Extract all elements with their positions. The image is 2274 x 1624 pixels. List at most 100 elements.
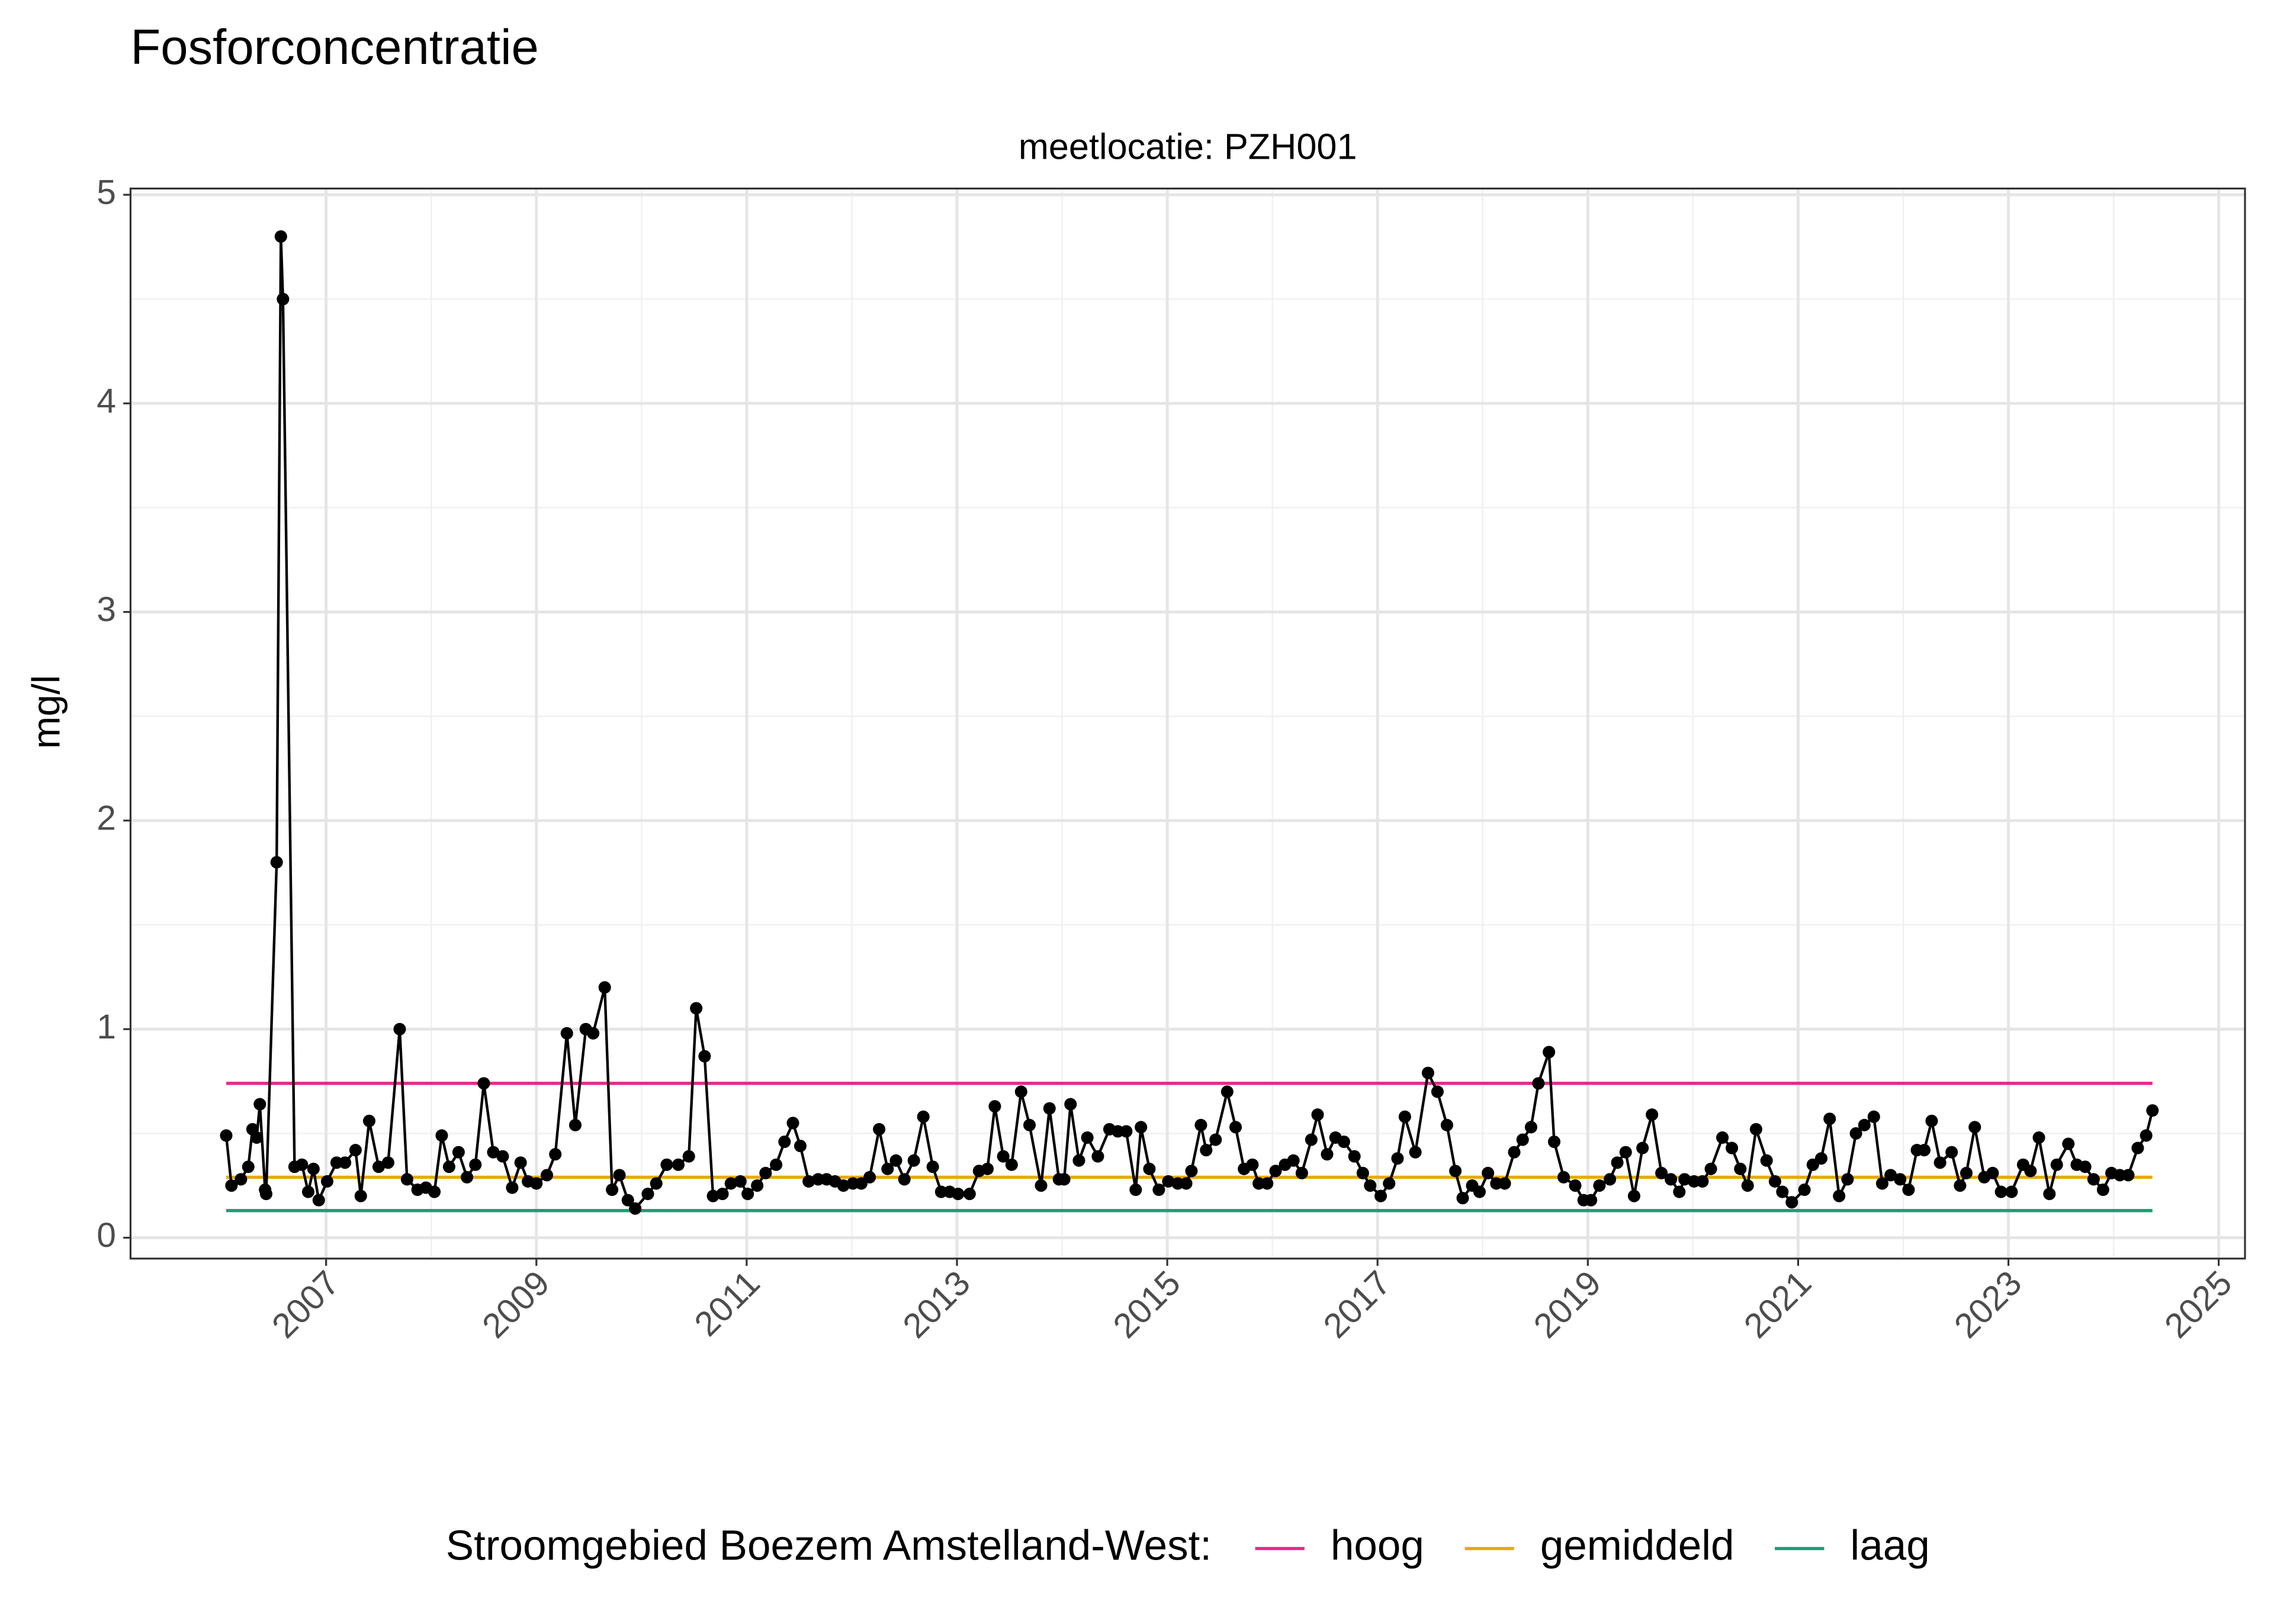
data-point [907, 1154, 920, 1167]
data-point [1734, 1162, 1747, 1175]
data-point [442, 1160, 455, 1173]
data-point [540, 1169, 554, 1182]
data-point [1994, 1185, 2008, 1198]
data-point [1391, 1152, 1404, 1165]
data-point [802, 1175, 815, 1188]
data-point [889, 1154, 902, 1167]
data-point [1209, 1133, 1222, 1146]
data-point [1814, 1152, 1828, 1165]
y-tick-label: 1 [97, 1008, 116, 1046]
data-point [2146, 1104, 2159, 1117]
data-point [598, 981, 611, 994]
data-point [1841, 1173, 1854, 1186]
data-point [393, 1022, 406, 1035]
data-point [1585, 1194, 1598, 1207]
data-point [514, 1156, 527, 1169]
data-point [778, 1135, 791, 1149]
data-point [1918, 1144, 1931, 1157]
legend: Stroomgebied Boezem Amstelland-West: hoog… [446, 1522, 1930, 1569]
data-point [794, 1140, 807, 1153]
data-point [682, 1150, 695, 1163]
data-point [1524, 1121, 1537, 1134]
y-tick-label: 4 [97, 382, 116, 420]
data-point [1569, 1179, 1582, 1192]
data-point [1741, 1179, 1754, 1192]
data-point [1348, 1150, 1361, 1163]
data-point [1129, 1183, 1142, 1197]
plot-area [220, 230, 2159, 1215]
data-point [1611, 1156, 1624, 1169]
data-point [2024, 1165, 2037, 1178]
data-point [1498, 1177, 1511, 1190]
data-point [250, 1131, 264, 1144]
data-point [751, 1179, 764, 1192]
data-point [863, 1170, 876, 1184]
data-point [400, 1173, 413, 1186]
data-point [362, 1114, 375, 1127]
data-point [1798, 1183, 1811, 1197]
data-point [1646, 1108, 1659, 1121]
data-point [786, 1117, 799, 1130]
facet-label: meetlocatie: PZH001 [1019, 126, 1357, 166]
data-point [1508, 1146, 1521, 1159]
data-point [1269, 1165, 1282, 1178]
data-point [660, 1158, 673, 1171]
data-point [1200, 1144, 1213, 1157]
data-point [568, 1118, 582, 1131]
data-point [917, 1110, 930, 1123]
data-point [1081, 1131, 1094, 1144]
data-point [1431, 1085, 1444, 1098]
data-point [1356, 1166, 1369, 1179]
data-point [381, 1156, 394, 1169]
data-point [997, 1150, 1010, 1163]
data-point [1986, 1166, 1999, 1179]
legend-label: laag [1850, 1522, 1929, 1569]
data-point [1925, 1114, 1938, 1127]
data-point [1875, 1177, 1888, 1190]
data-point [1760, 1154, 1773, 1167]
data-point [1398, 1110, 1411, 1123]
data-point [549, 1148, 562, 1161]
data-point [1364, 1179, 1377, 1192]
data-point [1894, 1173, 1907, 1186]
data-point [320, 1175, 333, 1188]
data-point [220, 1129, 233, 1142]
data-point [988, 1100, 1001, 1113]
data-point [650, 1177, 663, 1190]
data-point [339, 1156, 352, 1169]
data-point [770, 1158, 783, 1171]
data-point [1696, 1175, 1709, 1188]
data-point [1185, 1165, 1198, 1178]
data-point [1593, 1179, 1606, 1192]
data-point [1557, 1170, 1570, 1184]
data-point [1482, 1166, 1495, 1179]
data-point [1035, 1179, 1048, 1192]
data-point [1374, 1189, 1387, 1202]
data-point [259, 1188, 272, 1201]
data-point [1823, 1112, 1836, 1125]
data-point [706, 1189, 720, 1202]
data-point [349, 1144, 362, 1157]
data-point [1665, 1173, 1678, 1186]
data-point [435, 1129, 448, 1142]
y-axis-label: mg/l [25, 675, 69, 749]
data-point [372, 1160, 385, 1173]
data-point [1532, 1077, 1545, 1090]
data-point [2032, 1131, 2045, 1144]
data-point [741, 1188, 754, 1201]
data-point [641, 1188, 654, 1201]
data-point [2005, 1185, 2018, 1198]
data-point [1449, 1165, 1462, 1178]
data-point [477, 1077, 490, 1090]
data-point [1014, 1085, 1027, 1098]
data-point [1162, 1175, 1175, 1188]
data-point [296, 1158, 309, 1171]
data-point [1311, 1108, 1324, 1121]
y-tick-label: 5 [97, 173, 116, 212]
data-point [952, 1188, 965, 1201]
data-point [2050, 1158, 2063, 1171]
data-point [1194, 1118, 1207, 1131]
data-point [1220, 1085, 1234, 1098]
